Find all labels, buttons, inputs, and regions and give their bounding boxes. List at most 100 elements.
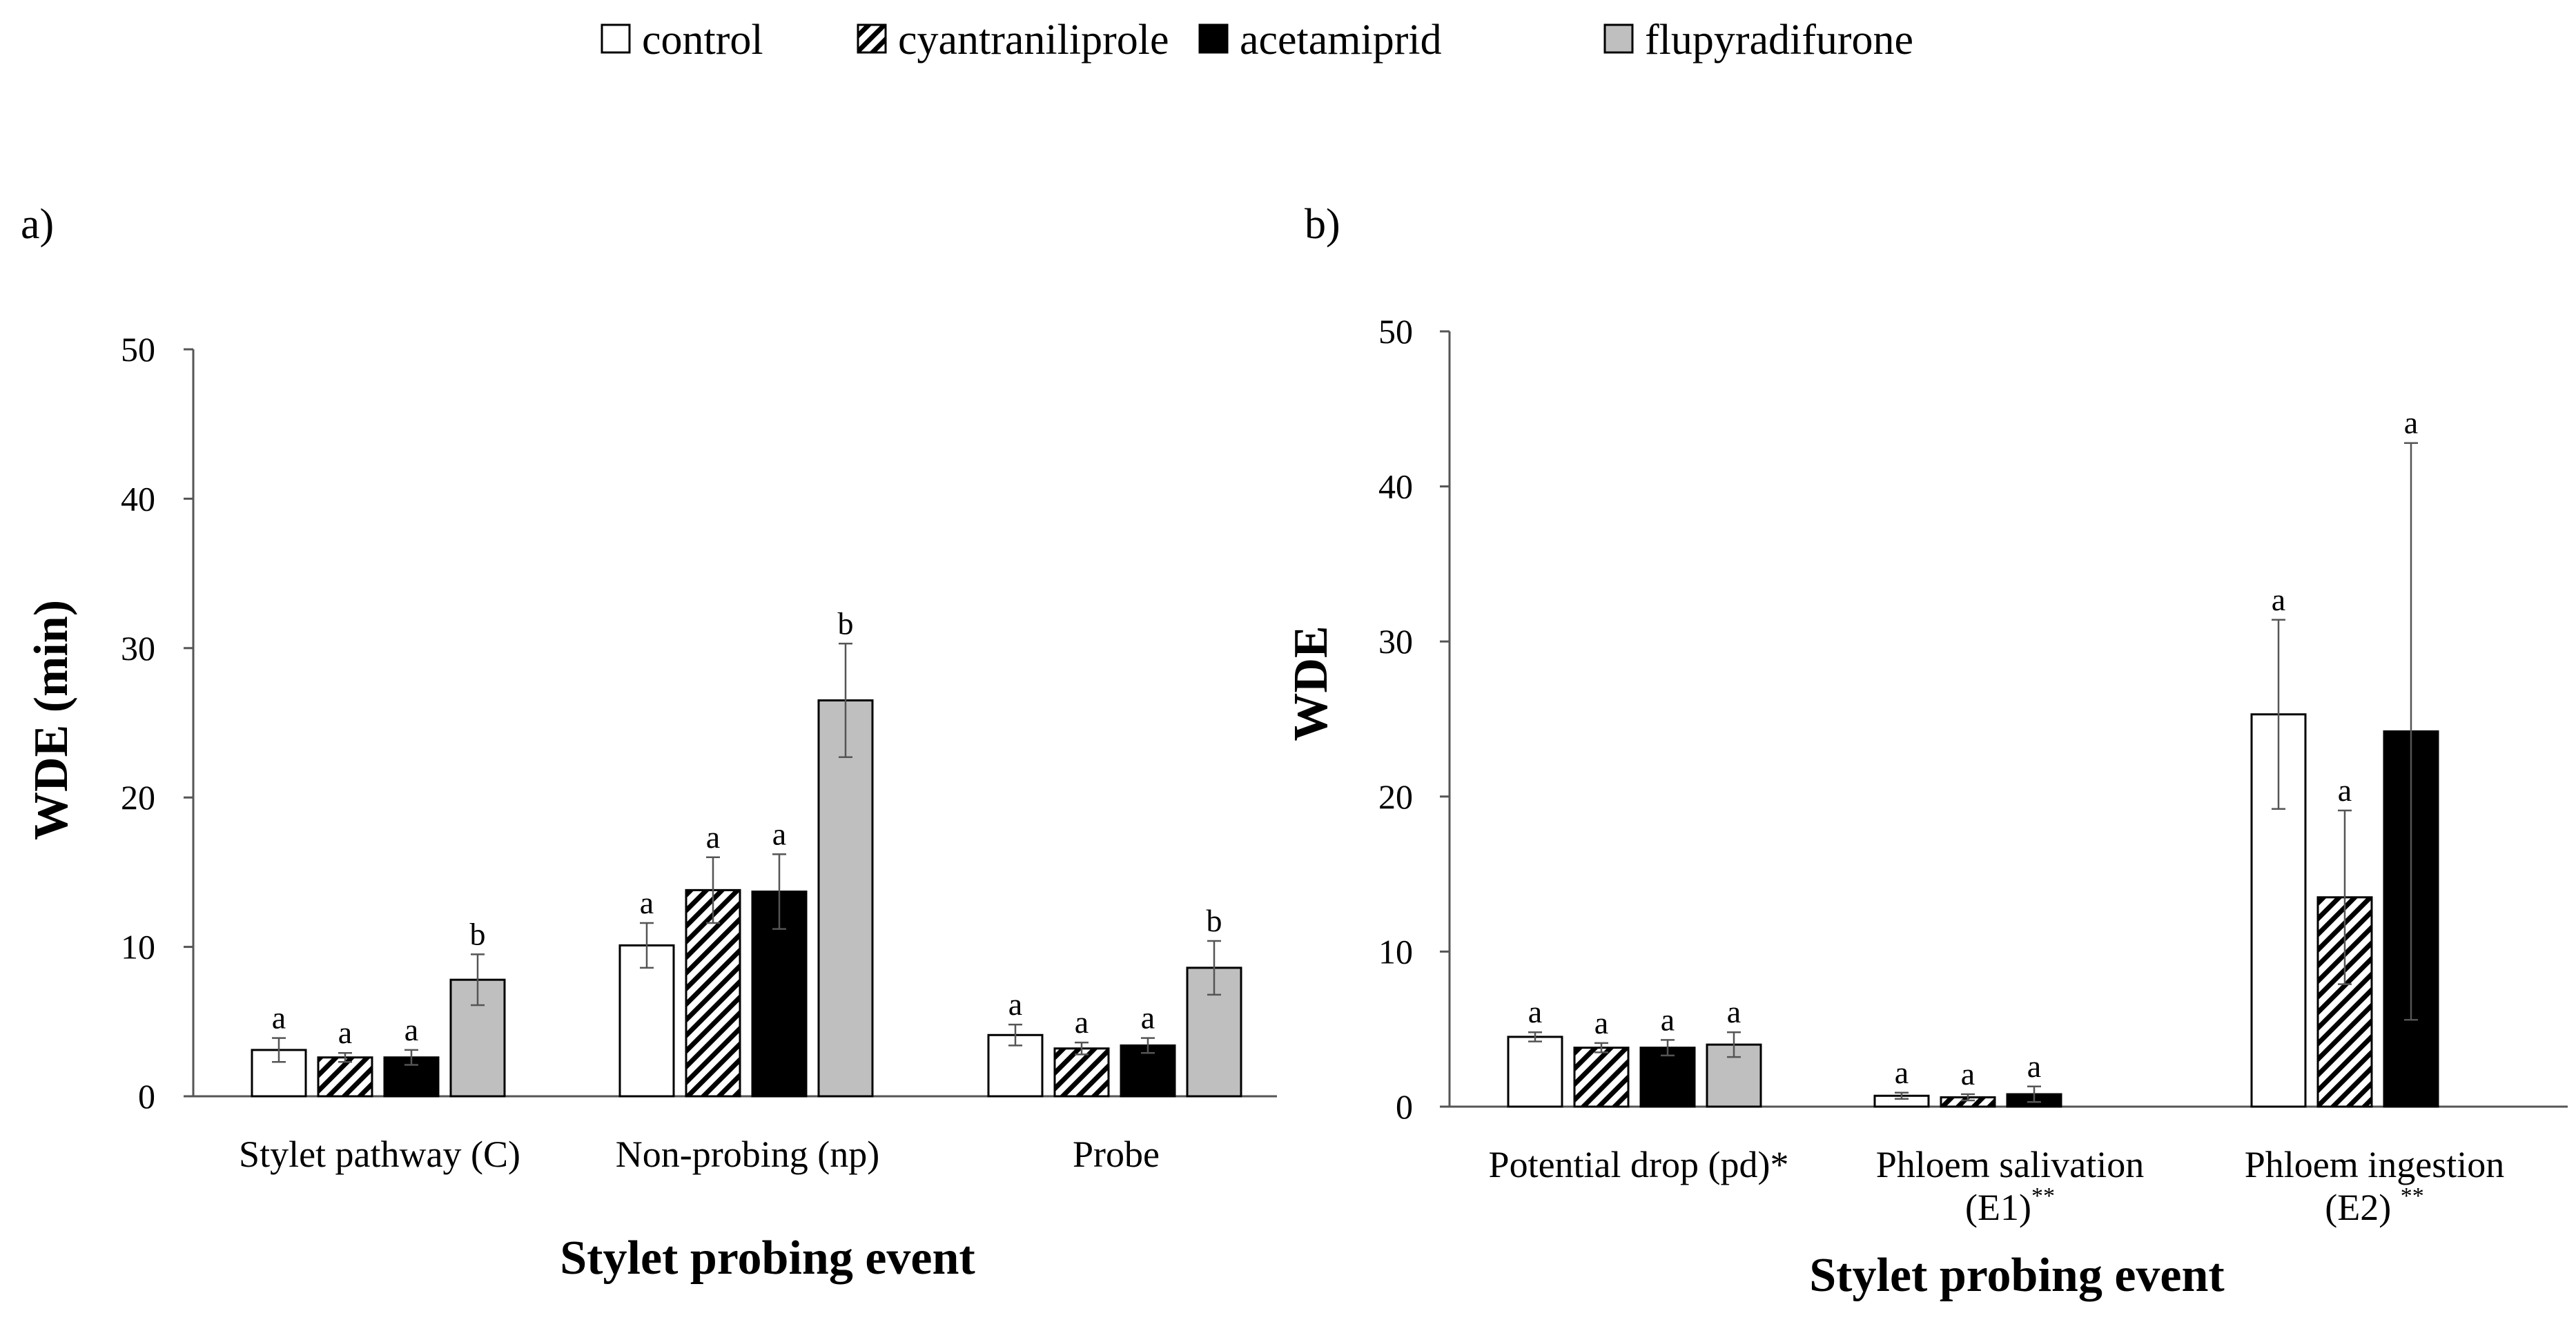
significance-letter-a-acetamiprid-2: a	[1141, 1000, 1155, 1036]
category-label-a-2: Probe	[1073, 1134, 1160, 1175]
significance-letter-a-control-1: a	[640, 885, 654, 920]
significance-letter-b-cyantraniliprole-2: a	[2338, 773, 2352, 808]
error-bar-b-cyantraniliprole-0	[1594, 1042, 1608, 1053]
panel-a-label: a)	[21, 201, 54, 248]
chart-panel-a: a) 0 10 20 30 40 50 a a a b a a a b a a a b Stylet pathw…	[21, 201, 1277, 1285]
panel-b-bars: a a a a a a a a a a	[1507, 405, 2439, 1108]
error-bar-a-flupyradifurone-0	[471, 953, 485, 1007]
legend-label-flupyradifurone: flupyradifurone	[1645, 17, 1913, 64]
panel-a-y-tick-label: 0	[138, 1077, 155, 1116]
legend-item-cyantraniliprole: cyantraniliprole	[857, 17, 1169, 64]
significance-letter-b-acetamiprid-1: a	[2027, 1049, 2041, 1084]
panel-b-y-axis-title: WDE	[1285, 625, 1338, 741]
bar-a-flupyradifurone-1	[817, 699, 874, 1098]
panel-b-y-tick-label: 40	[1378, 467, 1413, 506]
significance-letter-b-cyantraniliprole-1: a	[1961, 1056, 1975, 1091]
bar-a-cyantraniliprole-1	[685, 888, 741, 1098]
error-bar-a-acetamiprid-2	[1141, 1037, 1155, 1054]
legend-swatch-cyantraniliprole	[857, 23, 887, 54]
legend-item-flupyradifurone: flupyradifurone	[1603, 17, 1913, 64]
error-bar-a-flupyradifurone-2	[1207, 940, 1221, 996]
category-label-b-2: Phloem ingestion	[2245, 1144, 2505, 1185]
error-bar-a-cyantraniliprole-1	[706, 856, 720, 924]
significance-letter-a-control-0: a	[272, 1000, 286, 1036]
panel-b-y-tick-label: 50	[1378, 312, 1413, 351]
significance-letter-a-control-2: a	[1008, 987, 1022, 1022]
panel-a-y-tick-label: 10	[121, 928, 155, 966]
panel-a-y-tick-label: 30	[121, 629, 155, 668]
error-bar-a-cyantraniliprole-0	[338, 1051, 352, 1063]
significance-letter-b-control-0: a	[1528, 994, 1542, 1029]
panel-b-y-tick-label: 0	[1396, 1087, 1413, 1126]
panel-a-y-tick-label: 40	[121, 479, 155, 518]
legend-swatch-acetamiprid	[1198, 23, 1229, 54]
significance-letter-b-acetamiprid-0: a	[1661, 1002, 1675, 1037]
legend-item-control: control	[601, 17, 763, 64]
error-bar-a-control-2	[1008, 1023, 1022, 1047]
category-label-b-2: (E2) **	[2325, 1183, 2423, 1228]
bar-a-cyantraniliprole-0	[317, 1056, 373, 1098]
significance-letter-b-control-1: a	[1895, 1055, 1909, 1090]
significance-letter-a-cyantraniliprole-0: a	[338, 1015, 352, 1050]
bar-b-acetamiprid-0	[1639, 1047, 1696, 1108]
panel-a-y-axis-title: WDE (min)	[25, 600, 78, 840]
bar-a-acetamiprid-2	[1120, 1044, 1176, 1098]
error-bar-b-flupyradifurone-0	[1727, 1031, 1741, 1058]
category-label-b-1: (E1)**	[1965, 1183, 2055, 1228]
significance-letter-a-acetamiprid-1: a	[772, 816, 786, 851]
category-label-a-0: Stylet pathway (C)	[239, 1134, 520, 1175]
bar-b-control-0	[1507, 1036, 1563, 1108]
significance-letter-a-acetamiprid-0: a	[404, 1012, 418, 1047]
error-bar-a-control-1	[640, 922, 654, 969]
panel-b-x-axis-title: Stylet probing event	[1809, 1249, 2225, 1302]
error-bar-a-acetamiprid-1	[772, 853, 786, 930]
error-bar-b-acetamiprid-0	[1661, 1039, 1675, 1057]
panel-b-label: b)	[1305, 201, 1340, 248]
error-bar-b-acetamiprid-1	[2027, 1085, 2041, 1103]
error-bar-b-cyantraniliprole-1	[1961, 1093, 1975, 1102]
error-bar-a-cyantraniliprole-2	[1075, 1041, 1089, 1056]
legend-label-acetamiprid: acetamiprid	[1240, 17, 1442, 64]
chart-panel-b: b) 0 10 20 30 40 50 a a a a a a a a a a Potential drop…	[1285, 201, 2568, 1302]
legend-swatch-control	[601, 23, 631, 54]
legend: control cyantraniliprole acetamiprid flupyr…	[601, 17, 1913, 64]
legend-swatch-flupyradifurone	[1603, 23, 1634, 54]
panel-b-category-labels: Potential drop (pd)* Phloem salivation(E1…	[1489, 1144, 2505, 1228]
category-label-b-0: Potential drop (pd)*	[1489, 1144, 1789, 1185]
panel-b-y-tick-label: 10	[1378, 932, 1413, 971]
significance-letter-a-flupyradifurone-0: b	[470, 916, 486, 951]
error-bar-a-acetamiprid-0	[404, 1049, 418, 1066]
panel-a-y-tick-label: 20	[121, 778, 155, 817]
category-label-b-1: Phloem salivation	[1876, 1144, 2144, 1185]
significance-letter-b-control-2: a	[2272, 582, 2285, 617]
panel-a-bars: a a a b a a a b a a a b	[251, 605, 1242, 1098]
panel-b-axes: 0 10 20 30 40 50	[1378, 312, 2568, 1126]
error-bar-b-acetamiprid-2	[2404, 442, 2418, 1021]
error-bar-a-flupyradifurone-1	[839, 643, 852, 759]
bar-a-control-1	[618, 944, 675, 1098]
bar-a-cyantraniliprole-2	[1053, 1047, 1110, 1098]
panel-a-category-labels: Stylet pathway (C) Non-probing (np) Probe	[239, 1134, 1160, 1175]
panel-a-axes: 0 10 20 30 40 50	[121, 330, 1277, 1116]
significance-letter-a-cyantraniliprole-1: a	[706, 819, 720, 855]
error-bar-b-control-1	[1895, 1091, 1909, 1100]
significance-letter-b-flupyradifurone-0: a	[1727, 994, 1741, 1029]
legend-item-acetamiprid: acetamiprid	[1198, 17, 1442, 64]
panel-b-y-tick-label: 30	[1378, 622, 1413, 661]
significance-letter-a-flupyradifurone-1: b	[838, 605, 854, 641]
significance-letter-a-cyantraniliprole-2: a	[1075, 1004, 1089, 1040]
error-bar-b-cyantraniliprole-2	[2338, 809, 2352, 985]
error-bar-b-control-0	[1528, 1031, 1542, 1042]
legend-label-cyantraniliprole: cyantraniliprole	[898, 17, 1169, 64]
significance-letter-a-flupyradifurone-2: b	[1207, 903, 1222, 938]
panel-a-x-axis-title: Stylet probing event	[560, 1232, 975, 1285]
error-bar-a-control-0	[272, 1037, 286, 1063]
legend-label-control: control	[642, 17, 763, 64]
bar-b-cyantraniliprole-0	[1573, 1047, 1630, 1108]
panel-a-y-tick-label: 50	[121, 330, 155, 369]
error-bar-b-control-2	[2272, 619, 2285, 810]
panel-b-y-tick-label: 20	[1378, 777, 1413, 816]
significance-letter-b-acetamiprid-2: a	[2404, 405, 2418, 440]
significance-letter-b-cyantraniliprole-0: a	[1594, 1005, 1608, 1040]
